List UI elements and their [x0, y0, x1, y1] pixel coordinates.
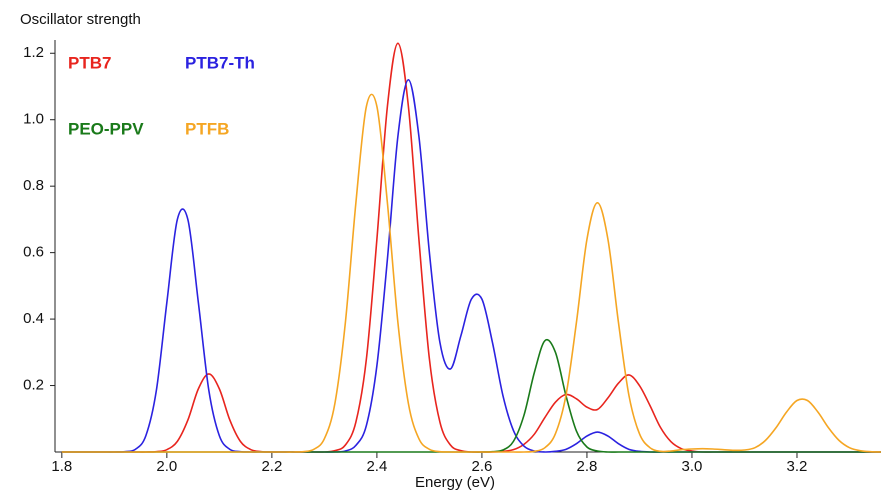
x-tick-label: 3.2 — [787, 458, 808, 475]
x-tick-label: 2.4 — [366, 458, 387, 475]
x-tick-label: 1.8 — [51, 458, 72, 475]
x-tick-label: 2.2 — [261, 458, 282, 475]
legend-label: PTFB — [185, 119, 229, 138]
legend-label: PTB7-Th — [185, 53, 255, 72]
legend-label: PEO-PPV — [68, 119, 144, 138]
y-tick-label: 0.6 — [23, 244, 44, 261]
legend-label: PTB7 — [68, 53, 111, 72]
y-tick-label: 1.2 — [23, 44, 44, 61]
y-tick-label: 0.2 — [23, 377, 44, 394]
series-line — [61, 42, 881, 453]
x-axis-label: Energy (eV) — [415, 474, 495, 491]
y-tick-label: 0.8 — [23, 177, 44, 194]
series-line — [61, 339, 881, 453]
x-tick-label: 3.0 — [682, 458, 703, 475]
y-tick-label: 1.0 — [23, 111, 44, 128]
x-tick-label: 2.8 — [577, 458, 598, 475]
x-tick-label: 2.6 — [471, 458, 492, 475]
series-line — [61, 93, 881, 453]
chart-title: Oscillator strength — [20, 11, 141, 28]
x-tick-label: 2.0 — [156, 458, 177, 475]
y-tick-label: 0.4 — [23, 310, 44, 327]
